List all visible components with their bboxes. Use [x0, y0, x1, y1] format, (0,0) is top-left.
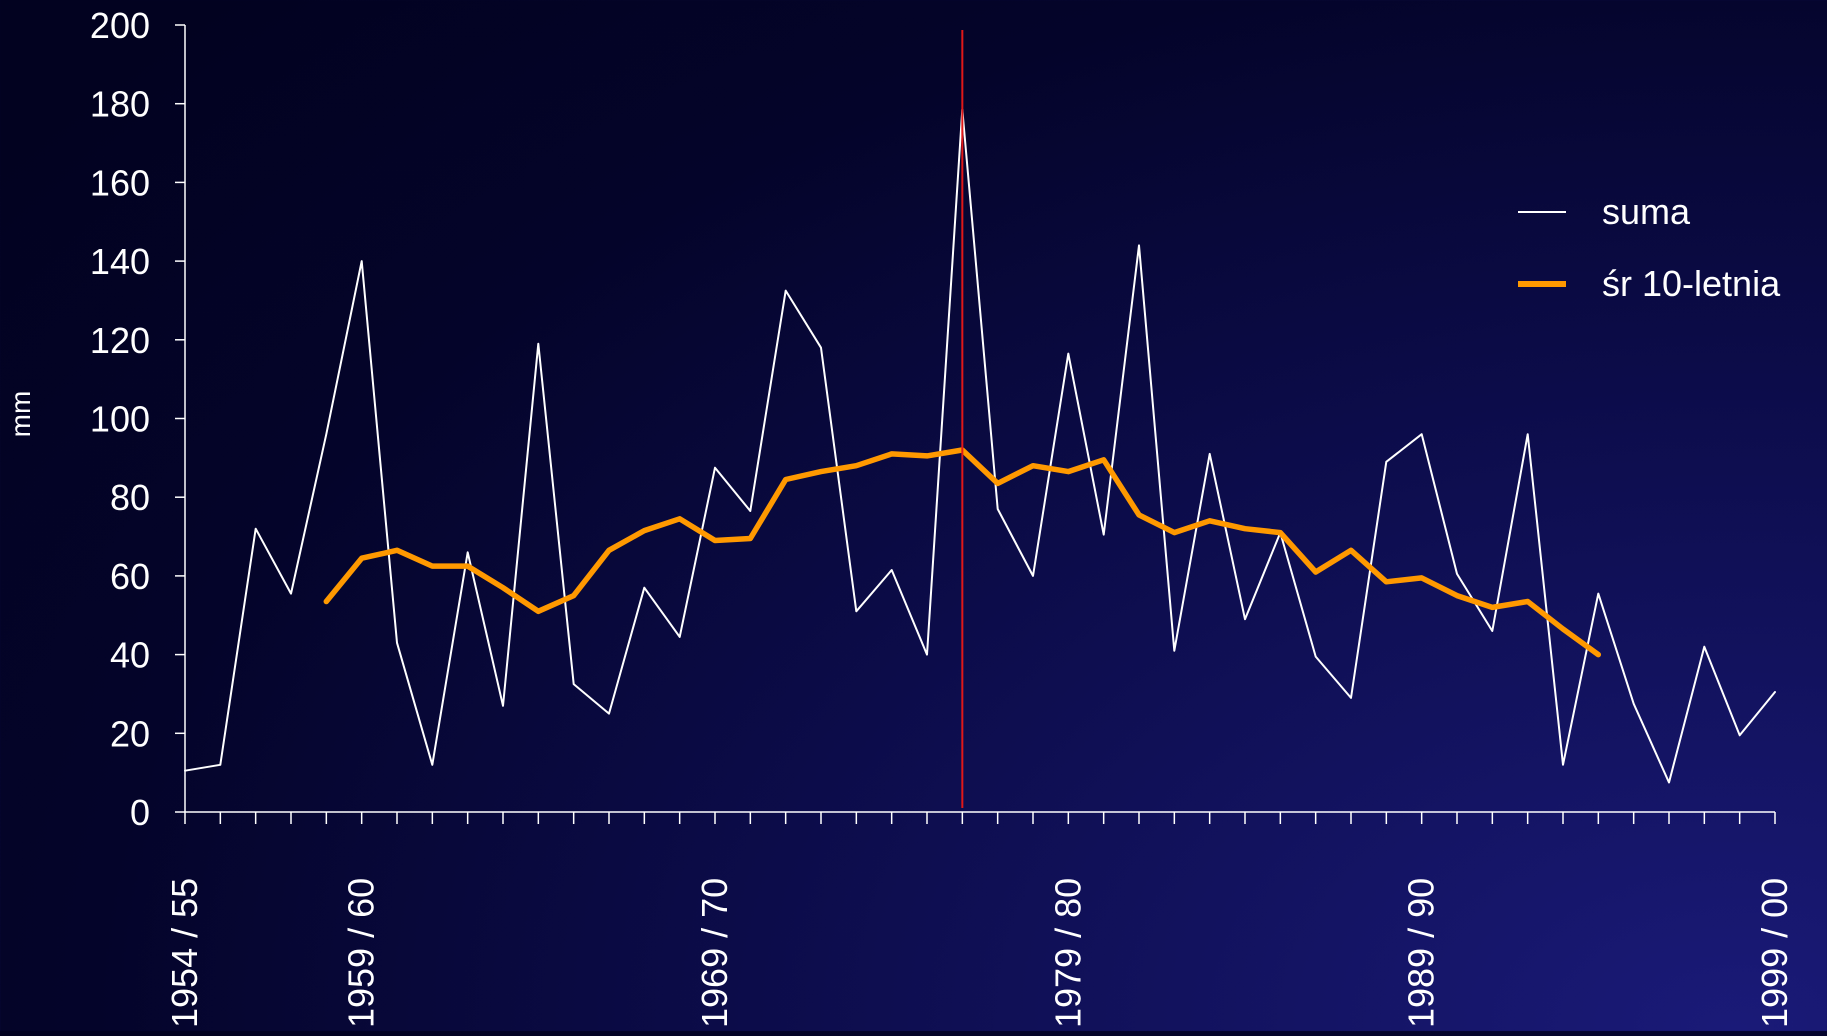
x-tick-label: 1979 / 80	[1047, 878, 1088, 1028]
y-tick-label: 120	[90, 320, 150, 361]
y-tick-label: 160	[90, 162, 150, 203]
x-tick-label: 1954 / 55	[164, 878, 205, 1028]
y-tick-label: 100	[90, 399, 150, 440]
y-axis-label: mm	[5, 391, 36, 438]
legend: suma śr 10-letnia	[1518, 191, 1781, 304]
y-tick-label: 80	[110, 477, 150, 518]
y-tick-label: 20	[110, 713, 150, 754]
y-tick-label: 180	[90, 84, 150, 125]
x-tick-label: 1969 / 70	[694, 878, 735, 1028]
legend-label-sr-10-letnia: śr 10-letnia	[1602, 263, 1781, 304]
y-tick-label: 0	[130, 792, 150, 833]
series-lines	[184, 108, 1776, 784]
series-line-suma	[184, 108, 1776, 784]
x-tick-label: 1959 / 60	[341, 878, 382, 1028]
y-tick-label: 200	[90, 5, 150, 46]
axis-ticks: 0 20 40 60 80 100 120 140 160 180 200 1954 / 55 1959…	[90, 5, 1795, 1028]
axes	[184, 25, 1775, 813]
legend-label-suma: suma	[1602, 191, 1691, 232]
y-tick-label: 40	[110, 635, 150, 676]
y-tick-label: 60	[110, 556, 150, 597]
x-tick-label: 1999 / 00	[1754, 878, 1795, 1028]
y-tick-label: 140	[90, 241, 150, 282]
x-tick-label: 1989 / 90	[1401, 878, 1442, 1028]
